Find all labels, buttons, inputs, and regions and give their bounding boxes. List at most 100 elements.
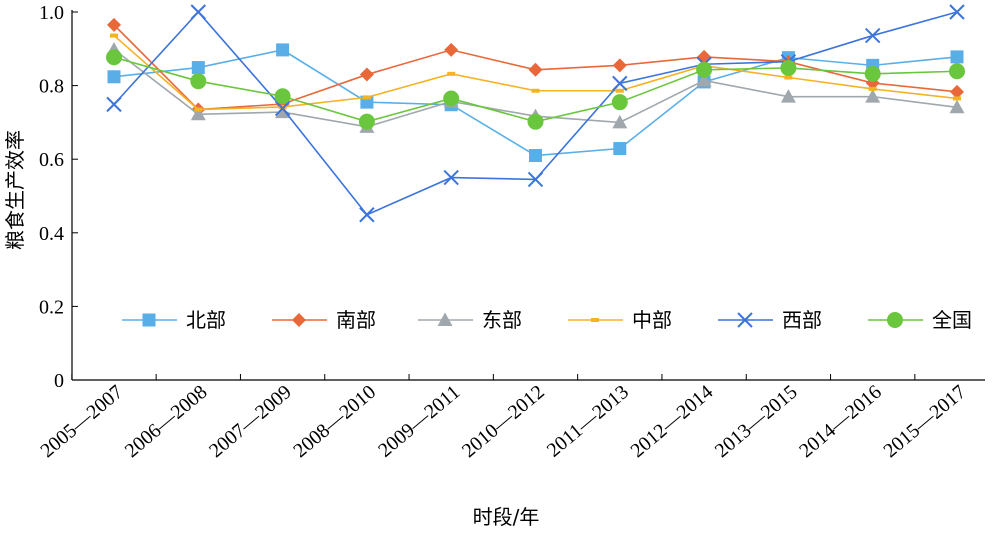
data-point-triangle xyxy=(865,89,881,103)
legend-item-4: 中部 xyxy=(568,308,672,332)
series-6 xyxy=(106,49,965,130)
data-point-x-stroke xyxy=(106,96,122,113)
data-point-dash xyxy=(784,75,793,80)
data-point-x xyxy=(274,100,291,117)
x-tick-label: 2007—2009 xyxy=(205,381,296,462)
legend-label: 全国 xyxy=(932,308,972,332)
data-point-x xyxy=(949,4,965,20)
data-point-square xyxy=(276,43,290,57)
data-point-dash xyxy=(591,318,599,322)
data-point-circle xyxy=(887,312,903,328)
legend-item-1: 北部 xyxy=(122,308,226,332)
x-tick-label: 2006—2008 xyxy=(121,381,212,462)
x-tick-label: 2012—2014 xyxy=(627,381,718,462)
y-tick-label: 0 xyxy=(54,370,64,392)
y-tick-label: 0.8 xyxy=(39,76,64,98)
data-point-triangle xyxy=(190,106,206,121)
x-tick-label: 2008—2010 xyxy=(289,381,380,462)
legend-label: 西部 xyxy=(782,308,822,332)
data-point-x-stroke xyxy=(527,171,544,188)
series-2 xyxy=(107,17,964,117)
data-point-square xyxy=(142,313,156,327)
data-point-x-stroke xyxy=(359,207,375,223)
data-point-square xyxy=(613,142,627,156)
data-point-x xyxy=(443,169,459,186)
legend-label: 北部 xyxy=(186,308,226,332)
x-tick-label: 2013—2015 xyxy=(711,381,802,462)
axes xyxy=(71,10,985,381)
data-point-circle xyxy=(274,88,291,105)
x-axis-title: 时段/年 xyxy=(473,505,540,529)
x-tick-label: 2014—2016 xyxy=(795,381,886,462)
data-point-dash xyxy=(110,33,118,38)
legend: 北部 南部 东部 中部 西部 全国 xyxy=(122,308,972,332)
data-point-diamond xyxy=(292,313,306,327)
data-point-square xyxy=(950,50,964,64)
data-point-circle xyxy=(780,59,797,76)
data-point-triangle xyxy=(949,99,965,114)
data-point-diamond xyxy=(612,58,627,73)
legend-label: 中部 xyxy=(632,308,672,332)
data-point-x-stroke xyxy=(949,4,965,20)
data-point-circle xyxy=(696,61,713,78)
x-tick-label: 2011—2013 xyxy=(543,381,633,462)
data-point-diamond xyxy=(950,84,964,99)
data-point-circle xyxy=(443,90,460,107)
data-point-dash xyxy=(615,88,624,93)
data-point-triangle xyxy=(696,72,712,87)
legend-label: 南部 xyxy=(336,308,376,332)
data-point-dash xyxy=(194,107,203,112)
data-point-x-stroke xyxy=(737,312,753,328)
y-tick-label: 1.0 xyxy=(39,2,64,24)
data-point-square xyxy=(529,149,542,163)
data-point-x-stroke xyxy=(190,4,207,20)
data-point-dash xyxy=(531,88,540,93)
x-tick-label: 2005—2007 xyxy=(36,381,127,462)
data-point-circle xyxy=(864,65,881,82)
data-point-diamond xyxy=(528,62,543,77)
data-point-dash xyxy=(868,86,877,91)
data-point-circle xyxy=(358,113,375,130)
data-point-x xyxy=(737,312,753,328)
data-point-x xyxy=(527,171,544,188)
series-4 xyxy=(110,33,961,112)
data-point-dash xyxy=(362,95,371,100)
data-point-diamond xyxy=(444,42,459,57)
data-point-circle xyxy=(611,94,628,111)
x-tick-label: 2010—2012 xyxy=(458,381,549,462)
data-point-dash xyxy=(278,104,287,109)
y-tick-label: 0.6 xyxy=(39,149,64,171)
data-point-x-stroke xyxy=(443,169,459,186)
data-point-x xyxy=(106,96,122,113)
data-point-x-stroke xyxy=(864,27,881,44)
data-point-square xyxy=(107,70,121,84)
data-point-x xyxy=(359,207,375,223)
data-point-x xyxy=(190,4,207,20)
y-tick-label: 0.2 xyxy=(39,296,64,318)
data-point-triangle xyxy=(275,104,291,119)
series-layer xyxy=(106,4,965,223)
legend-item-6: 全国 xyxy=(868,308,972,332)
data-point-triangle xyxy=(612,114,628,129)
x-tick-label: 2015—2017 xyxy=(879,381,970,462)
data-point-dash xyxy=(447,71,456,76)
data-point-x xyxy=(864,27,881,44)
data-point-circle xyxy=(949,63,965,80)
legend-label: 东部 xyxy=(482,308,522,332)
x-tick-label: 2009—2011 xyxy=(374,381,464,462)
legend-item-2: 南部 xyxy=(272,308,376,332)
data-point-square xyxy=(191,61,205,75)
legend-item-3: 东部 xyxy=(418,308,522,332)
data-point-triangle xyxy=(780,89,796,103)
data-point-x-stroke xyxy=(612,75,628,92)
data-point-diamond xyxy=(359,67,374,82)
y-axis-ticks: 0 0.2 0.4 0.6 0.8 1.0 xyxy=(39,2,78,392)
y-tick-label: 0.4 xyxy=(39,223,64,245)
data-point-x xyxy=(612,75,628,92)
data-point-circle xyxy=(527,113,544,130)
x-axis-ticks: 2005—20072006—20082007—20092008—20102009… xyxy=(36,374,970,462)
data-point-diamond xyxy=(107,17,121,32)
data-point-dash xyxy=(953,96,961,101)
series-1 xyxy=(107,43,964,163)
